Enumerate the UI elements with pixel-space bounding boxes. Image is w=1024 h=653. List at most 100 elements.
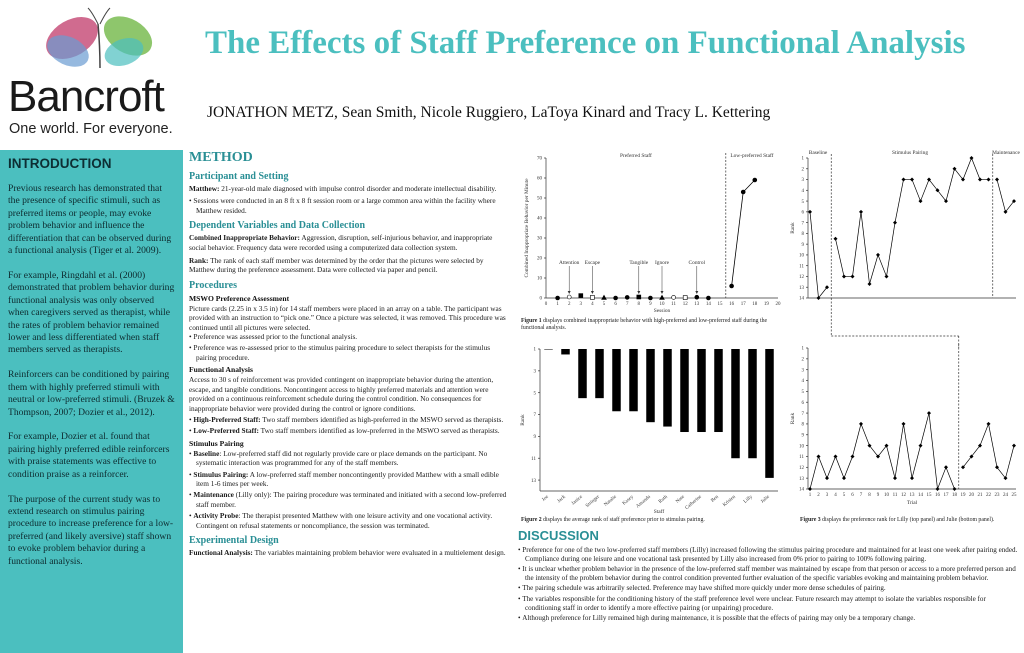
y-tick-label: 1 xyxy=(802,347,805,352)
x-tick-label: 10 xyxy=(660,302,666,307)
x-tick-label: Julie xyxy=(760,494,771,504)
condition-annotation: Attention xyxy=(559,260,580,266)
design-text: Functional Analysis: The variables maint… xyxy=(189,547,506,557)
data-point xyxy=(978,177,982,182)
x-tick-label: Kasey xyxy=(622,494,635,506)
data-point xyxy=(1003,476,1008,481)
y-tick-label: 3 xyxy=(802,178,805,183)
x-tick-label: 16 xyxy=(729,302,735,307)
data-point xyxy=(884,443,889,448)
data-point xyxy=(816,454,821,459)
data-point xyxy=(1012,443,1016,448)
y-tick-label: 50 xyxy=(537,197,543,202)
data-point xyxy=(1012,199,1016,204)
x-tick-label: 5 xyxy=(843,493,846,498)
method-heading: METHOD xyxy=(189,150,253,165)
fa-text: Access to 30 s of reinforcement was prov… xyxy=(189,375,494,413)
y-tick-label: 10 xyxy=(799,254,805,259)
annotation-arrowhead xyxy=(695,291,699,294)
bar xyxy=(544,349,553,350)
y-tick-label: 5 xyxy=(802,390,805,395)
logo-tagline: One world. For everyone. xyxy=(9,121,173,137)
bar xyxy=(765,349,774,478)
discussion-bullet: The variables responsible for the condit… xyxy=(518,595,1018,612)
y-axis-title: Rank xyxy=(790,222,796,234)
data-point xyxy=(648,295,653,301)
x-tick-label: 7 xyxy=(860,493,863,498)
discussion-bullet: Preference for one of the two low-prefer… xyxy=(518,546,1018,563)
bar xyxy=(646,349,655,423)
data-point xyxy=(825,285,829,290)
data-point xyxy=(601,294,607,300)
sp-bullet: Activity Probe: The therapist presented … xyxy=(189,511,511,530)
x-tick-label: 12 xyxy=(683,302,689,307)
data-point xyxy=(859,421,863,426)
data-point xyxy=(808,487,812,491)
y-tick-label: 10 xyxy=(799,444,805,449)
y-tick-label: 9 xyxy=(802,433,805,438)
annotation-arrowhead xyxy=(567,291,571,294)
data-point xyxy=(740,189,746,195)
y-tick-label: 8 xyxy=(802,423,805,428)
y-tick-label: 8 xyxy=(802,232,805,237)
phase-label-preferred: Preferred Staff xyxy=(620,152,652,159)
series-line xyxy=(809,211,828,299)
bar xyxy=(578,349,587,399)
y-tick-label: 11 xyxy=(799,264,804,269)
y-tick-label: 40 xyxy=(537,217,543,222)
cib-text: Combined Inappropriate Behavior: Aggress… xyxy=(189,233,493,252)
series-line xyxy=(962,422,1015,479)
bar xyxy=(663,349,672,427)
y-tick-label: 3 xyxy=(534,370,537,375)
poster-authors: JONATHON METZ, Sean Smith, Nicole Ruggie… xyxy=(207,104,771,121)
data-point xyxy=(624,295,630,300)
intro-paragraph: For example, Ringdahl et al. (2000) demo… xyxy=(8,269,175,356)
y-axis-title: Rank xyxy=(790,413,796,425)
y-tick-label: 5 xyxy=(534,391,537,396)
bar xyxy=(629,349,638,412)
x-tick-label: Ben xyxy=(710,494,720,503)
y-tick-label: 1 xyxy=(534,348,537,353)
y-tick-label: 60 xyxy=(537,177,543,182)
x-tick-label: 5 xyxy=(603,302,606,307)
procedures-heading: Procedures xyxy=(189,279,237,291)
y-tick-label: 4 xyxy=(802,189,805,194)
data-point xyxy=(910,177,914,182)
intro-paragraph: Reinforcers can be conditioned by pairin… xyxy=(8,369,175,418)
x-tick-label: 16 xyxy=(935,493,941,498)
phase-label-low-preferred: Low-preferred Staff xyxy=(730,152,773,159)
data-point xyxy=(969,454,974,459)
series-line xyxy=(809,412,955,490)
x-tick-label: Amanda xyxy=(636,494,653,509)
figure-3-caption: Figure 3 displays the preference rank fo… xyxy=(800,517,995,523)
x-tick-label: 23 xyxy=(995,493,1001,498)
x-tick-label: Kristen xyxy=(722,494,737,508)
y-tick-label: 14 xyxy=(799,488,805,493)
data-point xyxy=(825,476,829,481)
discussion-heading: DISCUSSION xyxy=(518,528,599,543)
x-tick-label: 7 xyxy=(626,302,629,307)
fa-bullet: Low-Preferred Staff: Two staff members i… xyxy=(189,426,511,435)
data-point xyxy=(590,295,595,300)
y-tick-label: 9 xyxy=(534,435,537,440)
x-tick-label: Catherine xyxy=(685,494,704,511)
x-tick-label: 10 xyxy=(884,493,890,498)
y-tick-label: 4 xyxy=(802,379,805,384)
discussion-bullet: The pairing schedule was arbitrarily sel… xyxy=(518,584,1018,593)
data-point xyxy=(995,465,999,470)
y-tick-label: 10 xyxy=(537,277,543,282)
method-panel: METHOD Participant and Setting Matthew: … xyxy=(189,150,511,653)
annotation-arrowhead xyxy=(590,291,594,294)
annotation-arrowhead xyxy=(660,291,664,294)
data-point xyxy=(729,283,734,289)
data-point xyxy=(952,487,957,491)
series-line-low-preferred xyxy=(731,179,756,287)
condition-annotation: Control xyxy=(689,260,706,266)
bar xyxy=(595,349,604,399)
data-point xyxy=(816,296,821,300)
data-point xyxy=(833,236,838,241)
y-tick-label: 13 xyxy=(531,479,537,484)
bar xyxy=(680,349,689,433)
x-tick-label: 13 xyxy=(694,302,700,307)
